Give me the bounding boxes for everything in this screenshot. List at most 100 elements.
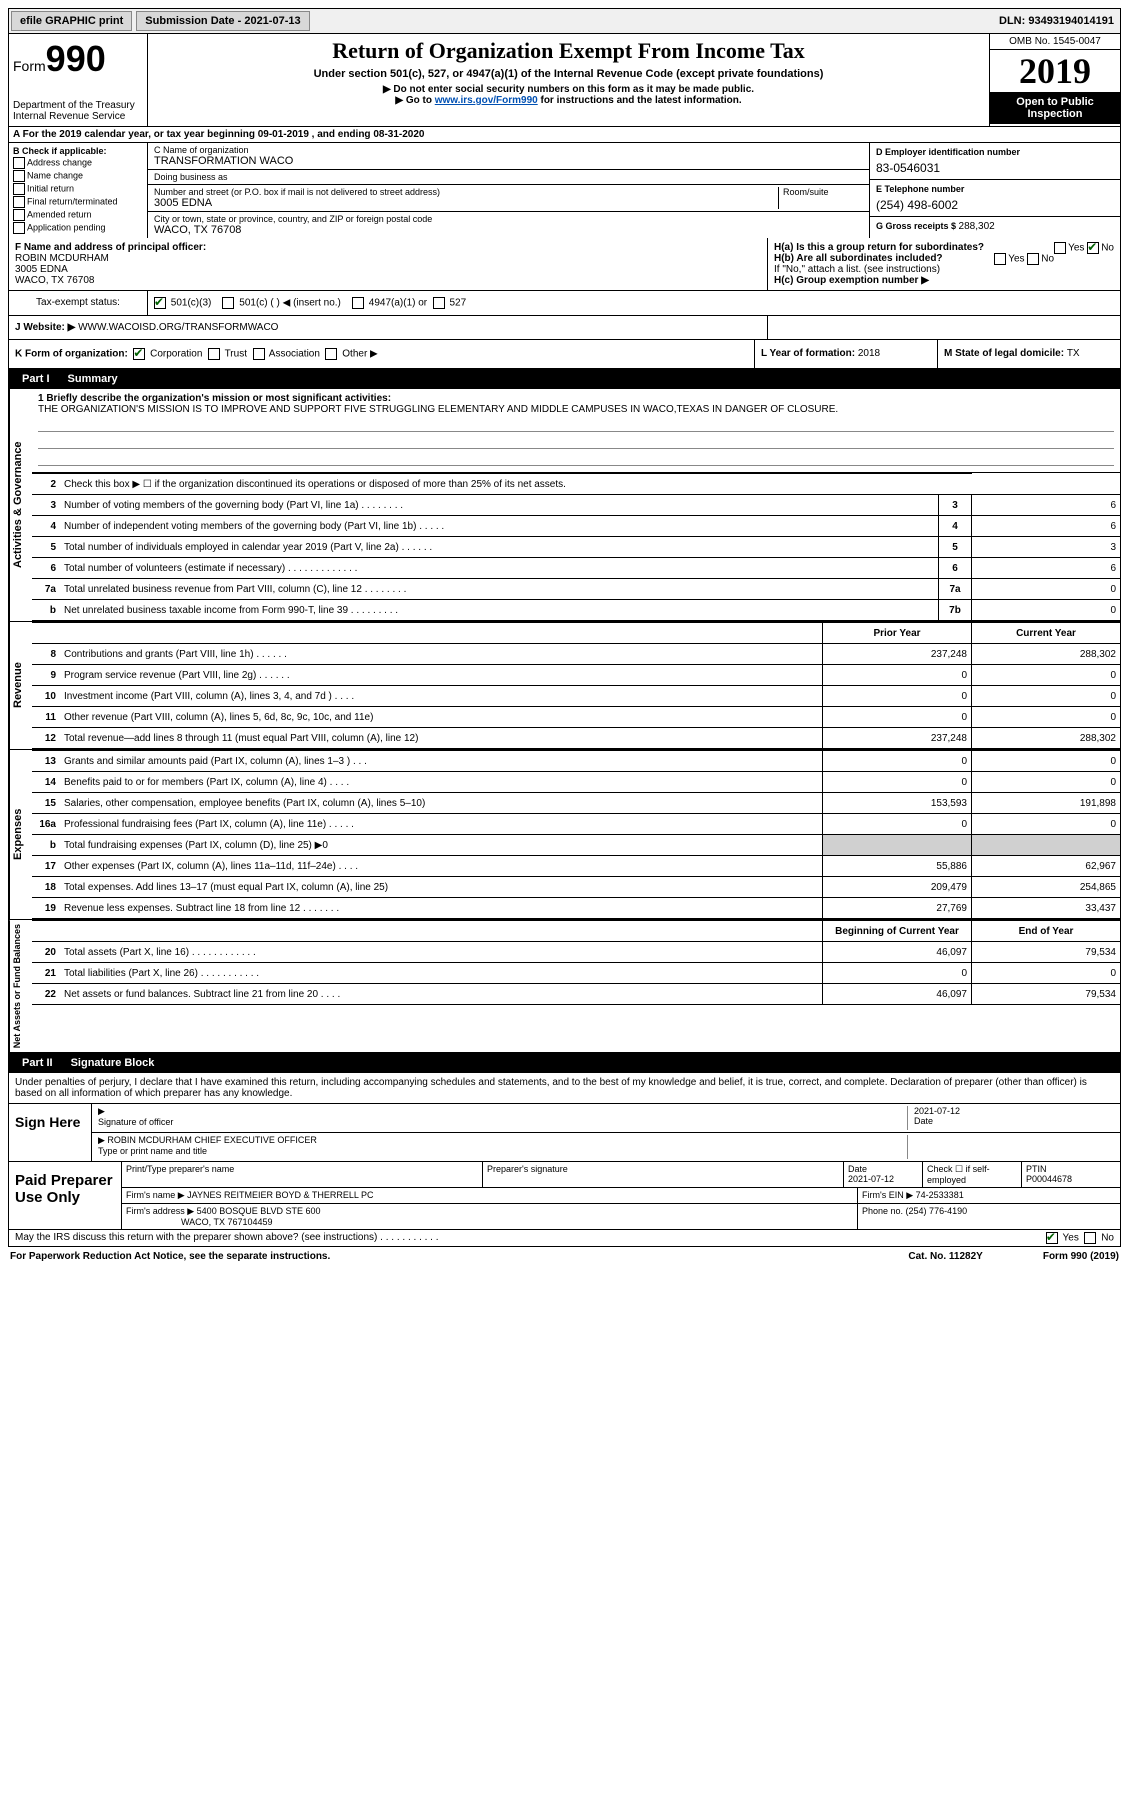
row-f: F Name and address of principal officer:…: [9, 238, 767, 290]
part2-num: Part II: [14, 1055, 61, 1071]
l-val: 2018: [858, 348, 880, 359]
k-row: K Form of organization: Corporation Trus…: [8, 340, 1121, 369]
discuss-yes-cb[interactable]: [1046, 1232, 1058, 1244]
ha-yes-cb[interactable]: [1054, 242, 1066, 254]
opt-assoc: Association: [269, 349, 320, 360]
cb-trust[interactable]: [208, 348, 220, 360]
gov-table: 2Check this box ▶ ☐ if the organization …: [32, 473, 1120, 621]
website-value: WWW.WACOISD.ORG/TRANSFORMWACO: [78, 322, 278, 333]
firm-addr-label: Firm's address ▶: [126, 1206, 194, 1216]
k-label: K Form of organization:: [15, 349, 128, 360]
part2-header: Part II Signature Block: [8, 1053, 1121, 1073]
cat-no: Cat. No. 11282Y: [908, 1251, 982, 1262]
section-a: A For the 2019 calendar year, or tax yea…: [8, 127, 1121, 143]
table-row: 16aProfessional fundraising fees (Part I…: [32, 814, 1120, 835]
cb-corp[interactable]: [133, 348, 145, 360]
hb-yes-cb[interactable]: [994, 253, 1006, 265]
header-right: OMB No. 1545-0047 2019 Open to Public In…: [989, 34, 1120, 126]
ein-label: D Employer identification number: [876, 147, 1114, 157]
table-row: 5Total number of individuals employed in…: [32, 537, 1120, 558]
checkbox-pending[interactable]: [13, 222, 25, 234]
officer-city: WACO, TX 76708: [15, 275, 761, 286]
th-begin: Beginning of Current Year: [823, 921, 972, 942]
phone-label: E Telephone number: [876, 184, 1114, 194]
tax-exempt-row: Tax-exempt status: 501(c)(3) 501(c) ( ) …: [8, 291, 1121, 315]
table-row: 4Number of independent voting members of…: [32, 516, 1120, 537]
website-label: J Website: ▶: [15, 322, 75, 333]
firm-phone-label: Phone no.: [862, 1206, 906, 1216]
prep-name-label: Print/Type preparer's name: [126, 1164, 234, 1174]
sig-date: 2021-07-12: [914, 1106, 960, 1116]
cb-assoc[interactable]: [253, 348, 265, 360]
checkbox-initial[interactable]: [13, 183, 25, 195]
opt-corp: Corporation: [150, 349, 202, 360]
firm-phone: (254) 776-4190: [906, 1206, 968, 1216]
table-row: 13Grants and similar amounts paid (Part …: [32, 751, 1120, 772]
col-c: C Name of organization TRANSFORMATION WA…: [148, 143, 869, 238]
ha-yes: Yes: [1068, 243, 1084, 254]
dln-label: DLN:: [999, 15, 1028, 27]
cb-other[interactable]: [325, 348, 337, 360]
cb-label-1: Name change: [27, 170, 83, 180]
line2: Check this box ▶ ☐ if the organization d…: [60, 474, 972, 495]
checkbox-final[interactable]: [13, 196, 25, 208]
submission-date-button[interactable]: Submission Date - 2021-07-13: [136, 11, 309, 31]
col-b: B Check if applicable: Address change Na…: [9, 143, 148, 238]
cb-label-4: Amended return: [27, 209, 92, 219]
form-title: Return of Organization Exempt From Incom…: [156, 38, 981, 64]
cb-4947[interactable]: [352, 297, 364, 309]
header-sub1: Under section 501(c), 527, or 4947(a)(1)…: [156, 68, 981, 80]
dept-treasury: Department of the Treasury Internal Reve…: [13, 100, 143, 122]
website-row: J Website: ▶ WWW.WACOISD.ORG/TRANSFORMWA…: [8, 315, 1121, 340]
checkbox-name[interactable]: [13, 170, 25, 182]
table-row: 6Total number of volunteers (estimate if…: [32, 558, 1120, 579]
header-sub3a: ▶ Go to: [395, 95, 434, 106]
table-row: bNet unrelated business taxable income f…: [32, 600, 1120, 621]
irs-link[interactable]: www.irs.gov/Form990: [435, 95, 538, 106]
table-row: 12Total revenue—add lines 8 through 11 (…: [32, 728, 1120, 749]
prep-check-label: Check ☐ if self-employed: [927, 1164, 990, 1185]
pra-note: For Paperwork Reduction Act Notice, see …: [10, 1251, 908, 1262]
discuss-text: May the IRS discuss this return with the…: [15, 1232, 1046, 1244]
form-label: Form: [13, 58, 46, 74]
hb-label: H(b) Are all subordinates included?: [774, 253, 943, 264]
col-b-title: B Check if applicable:: [13, 146, 143, 156]
submission-label: Submission Date -: [145, 15, 244, 27]
cb-501c3[interactable]: [154, 297, 166, 309]
officer-label: F Name and address of principal officer:: [15, 242, 761, 253]
opt-501c3: 501(c)(3): [171, 298, 212, 309]
prep-date: 2021-07-12: [848, 1174, 894, 1184]
efile-button[interactable]: efile GRAPHIC print: [11, 11, 132, 31]
th-end: End of Year: [972, 921, 1121, 942]
firm-name: JAYNES REITMEIER BOYD & THERRELL PC: [187, 1190, 373, 1200]
room-label: Room/suite: [783, 187, 863, 197]
org-name: TRANSFORMATION WACO: [154, 155, 863, 167]
discuss-no-cb[interactable]: [1084, 1232, 1096, 1244]
opt-527: 527: [449, 298, 466, 309]
prep-sig-label: Preparer's signature: [487, 1164, 568, 1174]
table-row: bTotal fundraising expenses (Part IX, co…: [32, 835, 1120, 856]
firm-ein: 74-2533381: [916, 1190, 964, 1200]
net-table: Beginning of Current YearEnd of Year 20T…: [32, 920, 1120, 1005]
tax-year: 2019: [990, 50, 1120, 92]
ha-label: H(a) Is this a group return for subordin…: [774, 242, 984, 253]
hb-no-cb[interactable]: [1027, 253, 1039, 265]
open-public: Open to Public Inspection: [990, 92, 1120, 124]
sig-date-label: Date: [914, 1116, 933, 1126]
hb-note: If "No," attach a list. (see instruction…: [774, 264, 1114, 275]
paid-label: Paid Preparer Use Only: [9, 1162, 122, 1229]
checkbox-amended[interactable]: [13, 209, 25, 221]
ptin-label: PTIN: [1026, 1164, 1047, 1174]
gross-label: G Gross receipts $: [876, 221, 959, 231]
hb-no: No: [1041, 254, 1054, 265]
firm-ein-label: Firm's EIN ▶: [862, 1190, 913, 1200]
table-row: 15Salaries, other compensation, employee…: [32, 793, 1120, 814]
top-bar: efile GRAPHIC print Submission Date - 20…: [8, 8, 1121, 34]
label-expenses: Expenses: [9, 750, 32, 919]
checkbox-address[interactable]: [13, 157, 25, 169]
discuss-yes: Yes: [1063, 1233, 1079, 1244]
form-header: Form990 Department of the Treasury Inter…: [8, 34, 1121, 127]
cb-527[interactable]: [433, 297, 445, 309]
cb-501c[interactable]: [222, 297, 234, 309]
ha-no-cb[interactable]: [1087, 242, 1099, 254]
